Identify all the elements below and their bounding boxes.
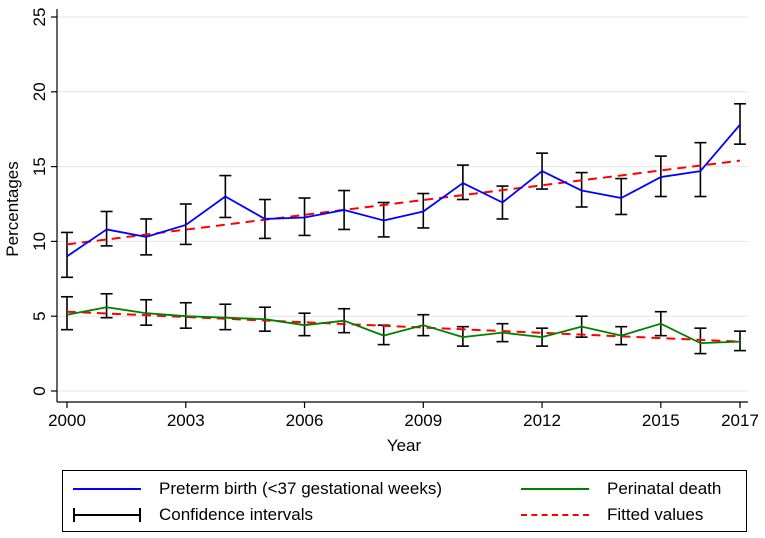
y-tick-label-0: 0 — [30, 386, 49, 395]
legend-swatch-perinatal-death — [521, 482, 589, 496]
x-tick-label-2012: 2012 — [523, 411, 561, 430]
ci-bar-s0-2000 — [61, 231, 73, 279]
y-tick-label-20: 20 — [30, 82, 49, 101]
series-lines — [66, 124, 741, 345]
tick-labels: 0 5 10 15 20 25 2000 2003 2006 2009 2012 2015 2017 — [30, 8, 759, 430]
y-tick-label-25: 25 — [30, 8, 49, 27]
legend-label-fitted-values: Fitted values — [607, 505, 704, 524]
x-tick-label-2000: 2000 — [48, 411, 86, 430]
x-tick-label-2006: 2006 — [286, 411, 324, 430]
legend-swatch-fitted-values — [521, 508, 589, 522]
y-tick-label-5: 5 — [30, 311, 49, 320]
ci-bar-s1-2017 — [734, 330, 746, 352]
legend-label-perinatal-death: Perinatal death — [607, 479, 722, 498]
legend-item-fitted-values: Fitted values — [521, 503, 703, 527]
legend-item-preterm-birth: Preterm birth (<37 gestational weeks) — [73, 477, 442, 501]
legend: Preterm birth (<37 gestational weeks) Pe… — [62, 470, 747, 532]
legend-swatch-confidence-intervals — [73, 508, 141, 522]
series-line-preterm-birth — [66, 124, 741, 258]
legend-label-confidence-intervals: Confidence intervals — [159, 505, 314, 524]
ci-bar-s1-2000 — [61, 295, 73, 331]
ci-bar-s0-2016 — [694, 141, 707, 198]
x-tick-label-2015: 2015 — [642, 411, 680, 430]
fitted-line-0 — [66, 159, 741, 246]
y-tick-label-15: 15 — [30, 157, 49, 176]
legend-swatch-preterm-birth — [73, 482, 141, 496]
ci-bar-s0-2017 — [734, 102, 746, 145]
ci-bar-s1-2016 — [694, 327, 707, 355]
y-axis-title: Percentages — [3, 161, 22, 256]
x-tick-label-2017: 2017 — [721, 411, 759, 430]
fitted-lines — [66, 159, 741, 343]
x-tick-label-2009: 2009 — [404, 411, 442, 430]
legend-item-confidence-intervals: Confidence intervals — [73, 503, 313, 527]
x-axis-title: Year — [387, 436, 422, 455]
y-tick-label-10: 10 — [30, 232, 49, 251]
series-line-perinatal-death — [66, 306, 741, 345]
ci-bar-s1-2001 — [100, 292, 113, 319]
legend-item-perinatal-death: Perinatal death — [521, 477, 721, 501]
gridlines — [57, 16, 748, 392]
ci-bar-s0-2014 — [615, 177, 628, 216]
legend-label-preterm-birth: Preterm birth (<37 gestational weeks) — [159, 479, 442, 498]
x-tick-label-2003: 2003 — [167, 411, 205, 430]
fitted-line-1 — [66, 310, 741, 343]
axes — [51, 9, 748, 408]
